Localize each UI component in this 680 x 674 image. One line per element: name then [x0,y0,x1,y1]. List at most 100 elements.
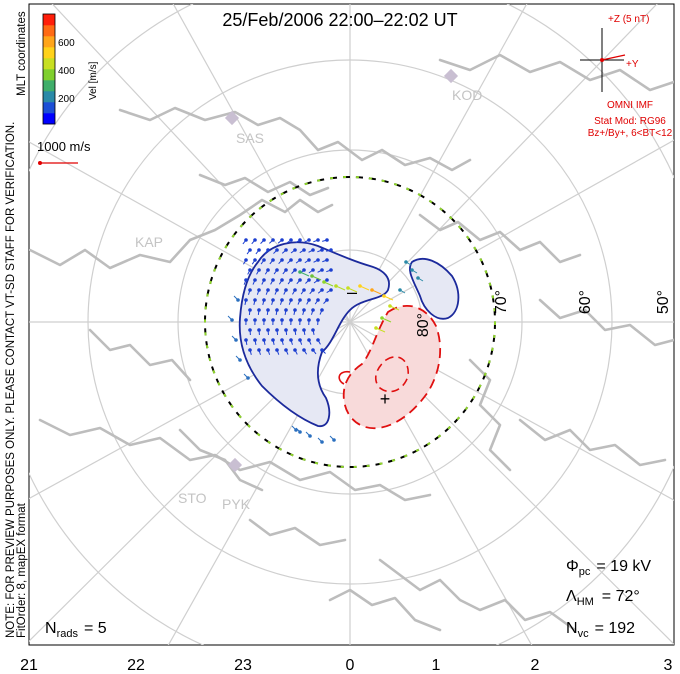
vector-line [251,239,256,245]
imf-condition: Bz+/By+, 6<BT<12 [588,128,673,139]
vector-line [272,339,275,345]
vector-line [317,289,323,294]
vector-line [283,289,287,295]
vector-line [311,275,322,281]
vector-line [299,339,303,345]
stats-panel: Φpc = 19 kV ΛHM = 72° Nvc = 192 Nrads = 5 [45,558,651,640]
vector-line [310,309,314,315]
colorbar-label: Vel [m/s] [88,61,99,100]
vector-line [295,259,301,264]
vector-line [308,269,314,274]
vector-line [287,259,292,264]
vector-line [278,259,283,265]
vector-line [326,249,332,252]
vector-line [322,239,328,242]
vector-line [292,289,296,295]
vector-line [257,309,260,316]
mlt-label-0: 0 [346,657,355,674]
vector-line [308,339,312,345]
colorbar-cell [43,14,55,26]
vector-line [317,437,323,443]
vector-line [235,355,241,361]
imf-model: Stat Mod: RG96 [594,116,666,127]
vector-line [411,269,418,274]
vector-line [247,289,251,295]
vector-line [296,279,301,285]
mlt-label-21: 21 [20,657,38,674]
vector-line [275,309,278,316]
colorbar-cell [43,102,55,114]
vector-line [399,289,406,294]
vector-line [347,287,358,293]
vector-line [278,279,283,285]
vector-line [231,335,237,341]
vector-line [270,279,274,285]
radar-label-pyk: PYK [222,496,251,512]
colorbar-cell [43,80,55,92]
vector-line [381,317,392,323]
vector-line [312,349,317,355]
colorbar-cell [43,47,55,59]
vector-line [249,349,252,355]
vector-line [291,269,296,274]
vector-line [269,239,274,244]
vector-line [276,349,280,355]
positive-cell-inner [374,356,409,393]
vector-line [317,269,323,273]
imf-source: OMNI IMF [607,100,653,111]
vector-line [312,329,315,335]
preview-watermark: NOTE: FOR PREVIEW PURPOSES ONLY. PLEASE … [5,122,17,638]
vector-line [389,305,400,311]
scale-vector-label: 1000 m/s [37,139,91,154]
vector-line [285,329,288,336]
vector-line [305,431,311,437]
vector-line [302,309,305,315]
radar-label-sas: SAS [236,130,264,146]
vector-line [284,309,287,316]
vector-line [294,349,298,355]
vector-line [286,239,292,244]
vector-line [291,425,297,431]
vector-line [276,329,279,336]
vector-line [243,373,249,379]
mlt-label-23: 23 [234,657,252,674]
imf-y-label: +Y [626,59,639,70]
vector-line [255,249,260,255]
vector-line [319,309,323,315]
colorbar-cell [43,36,55,48]
map-title: 25/Feb/2006 22:00–22:02 UT [222,10,457,30]
vector-line [254,339,257,346]
vector-line [304,259,310,264]
stat-phi-pc: Φpc = 19 kV [566,558,651,578]
vector-line [247,269,251,275]
vector-line [246,249,251,255]
vector-line [290,339,293,345]
vector-line [308,249,314,253]
mlt-axis: 21 22 23 0 1 2 3 [20,657,672,674]
vector-line [264,269,269,275]
imf-z-label: +Z (5 nT) [608,14,649,25]
vector-line [267,349,271,355]
vector-line [313,279,319,284]
vector-line [323,281,334,287]
vector-line [244,299,247,305]
stat-lambda-hm: ΛHM = 72° [566,588,640,608]
vector-line [359,285,370,291]
vector-line [305,279,310,284]
colorbar-cell [43,91,55,103]
potential-max-mark: + [380,389,391,409]
vector-line [273,249,278,254]
vector-line [329,435,335,441]
vector-line [281,339,284,345]
vector-line [271,299,274,305]
imf-panel: +Z (5 nT) +Y OMNI IMF Stat Mod: RG96 Bz+… [580,14,673,139]
colorbar-cell [43,58,55,70]
vector-line [313,239,319,243]
vector-line [299,271,310,277]
vector-line [269,259,274,265]
stat-n-vc: Nvc = 192 [566,620,635,640]
colorbar-tick-200: 200 [58,94,75,105]
colorbar-cell [43,113,55,125]
coastlines [29,53,674,632]
lat-label-70: 70° [493,290,510,314]
